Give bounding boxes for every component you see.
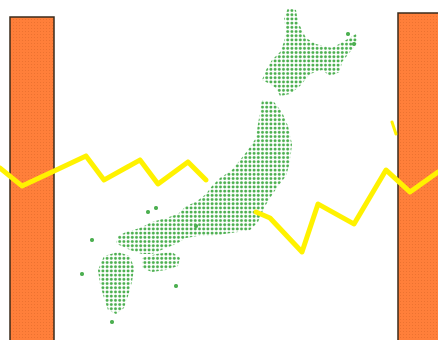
map-islet (352, 42, 356, 46)
map-islet (90, 238, 94, 242)
map-islet (194, 224, 198, 228)
japan-map-icon (80, 8, 358, 324)
map-islet (174, 284, 178, 288)
map-kyushu (98, 252, 134, 314)
map-islet (346, 32, 350, 36)
map-shikoku (142, 252, 180, 272)
map-islet (146, 210, 150, 214)
zigzag-line-right-icon (253, 120, 438, 255)
map-hokkaido (262, 8, 358, 96)
map-islet (80, 272, 84, 276)
zigzag-line-left-icon (0, 153, 209, 189)
pillar-left-icon (9, 16, 55, 340)
map-islet (110, 320, 114, 324)
map-honshu (116, 100, 292, 254)
map-islet (154, 206, 158, 210)
